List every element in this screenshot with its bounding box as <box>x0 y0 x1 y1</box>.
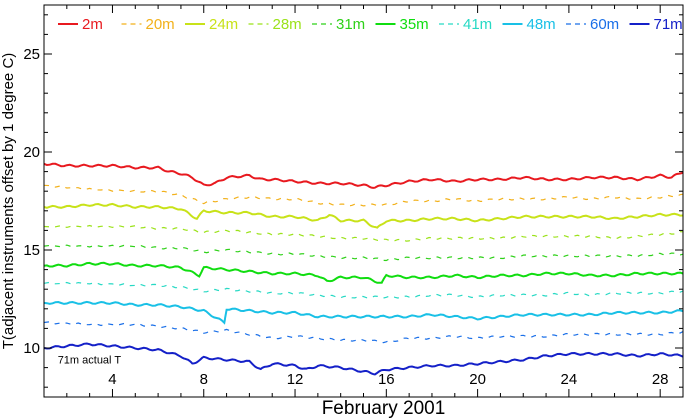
x-axis-title: February 2001 <box>322 398 446 418</box>
x-tick-label: 12 <box>287 371 304 388</box>
series-line-24m <box>43 202 684 229</box>
y-tick-label: 10 <box>23 340 40 357</box>
series-line-41m <box>43 281 684 299</box>
legend-label-28m: 28m <box>273 16 302 33</box>
y-tick-label: 20 <box>23 144 40 161</box>
legend-label-35m: 35m <box>400 16 429 33</box>
x-tick-label: 8 <box>200 371 208 388</box>
series-lines <box>43 162 684 376</box>
x-tick-label: 28 <box>652 371 669 388</box>
legend: 2m 20m 24m 28m 31m 35m 41m 48m 60m 71m <box>58 16 683 33</box>
series-line-20m <box>43 184 684 207</box>
x-tick-label: 20 <box>469 371 486 388</box>
y-axis-title: T(adjacent instruments offset by 1 degre… <box>0 53 17 350</box>
series-line-48m <box>43 300 684 325</box>
series-line-28m <box>43 224 684 242</box>
legend-label-48m: 48m <box>527 16 556 33</box>
y-tick-label: 15 <box>23 242 40 259</box>
series-line-2m <box>43 162 684 189</box>
plot-frame <box>43 4 684 398</box>
x-tick-label: 16 <box>378 371 395 388</box>
legend-label-41m: 41m <box>463 16 492 33</box>
y-tick-label: 25 <box>23 46 40 63</box>
series-line-35m <box>43 261 684 284</box>
legend-label-24m: 24m <box>209 16 238 33</box>
legend-label-20m: 20m <box>146 16 175 33</box>
annotation-71m-actual-t: 71m actual T <box>58 355 122 367</box>
legend-label-31m: 31m <box>336 16 365 33</box>
series-line-71m <box>43 342 684 376</box>
series-line-31m <box>43 244 684 262</box>
legend-label-2m: 2m <box>82 16 103 33</box>
axes: 4 8 12 16 20 24 28 10 15 20 25 <box>23 4 684 398</box>
x-tick-label: 24 <box>561 371 578 388</box>
x-tick-label: 4 <box>108 371 116 388</box>
legend-label-71m: 71m <box>654 16 683 33</box>
legend-label-60m: 60m <box>590 16 619 33</box>
series-line-60m <box>43 321 684 344</box>
